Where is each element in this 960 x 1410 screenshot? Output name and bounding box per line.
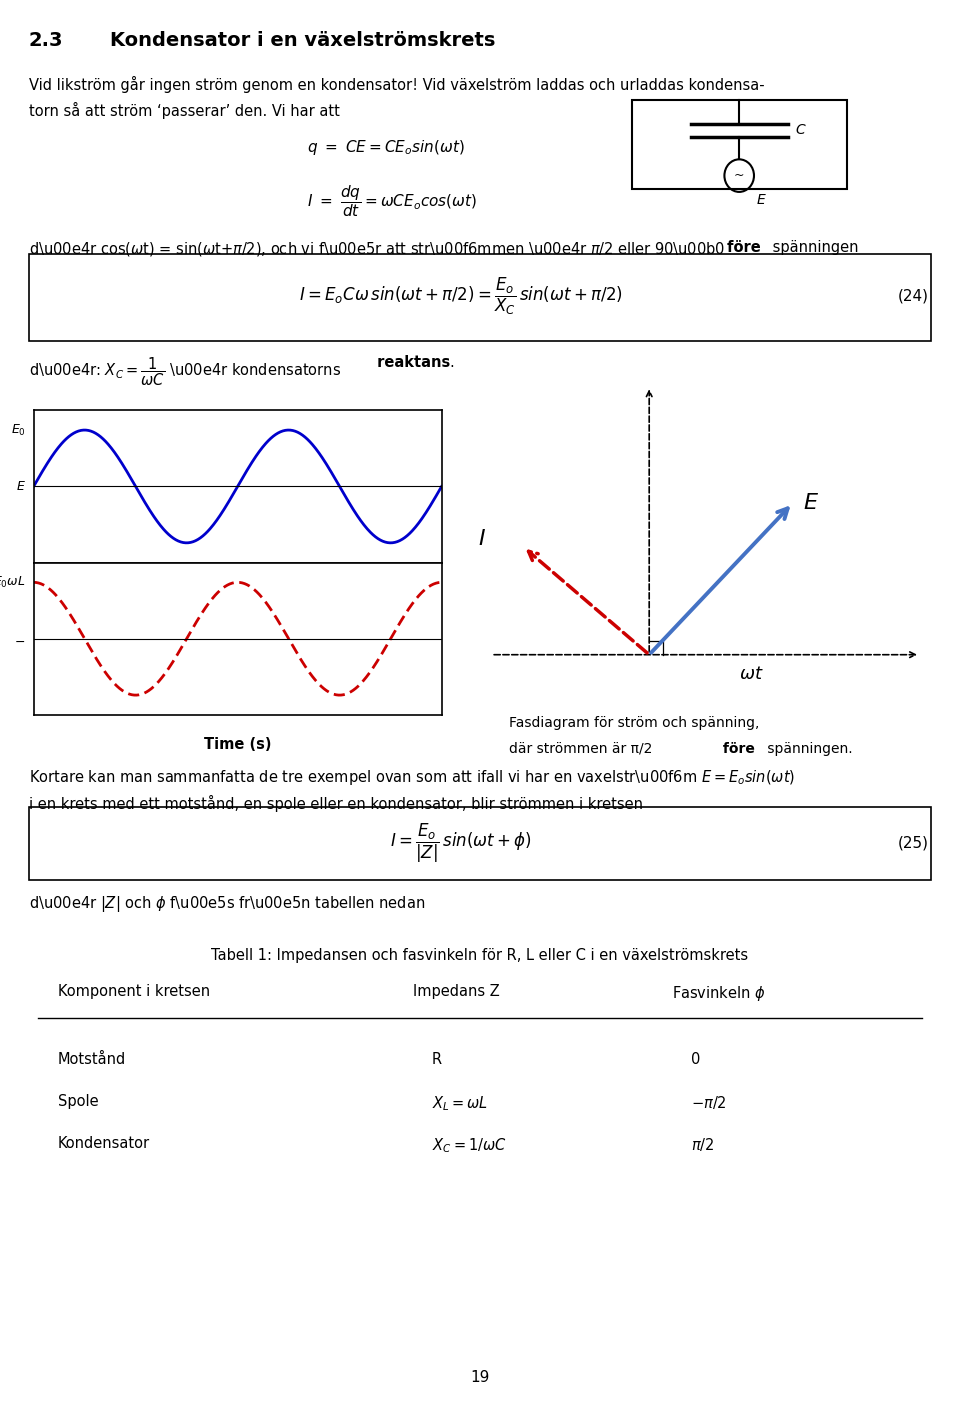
- Text: $q \ = \ CE = CE_o sin(\omega t)$: $q \ = \ CE = CE_o sin(\omega t)$: [307, 138, 465, 157]
- Text: före: före: [718, 742, 755, 756]
- Text: $X_C = 1/\omega C$: $X_C = 1/\omega C$: [432, 1136, 507, 1155]
- Text: $X_L = \omega L$: $X_L = \omega L$: [432, 1094, 489, 1112]
- Text: Kortare kan man sammanfatta de tre exempel ovan som att ifall vi har en vaxelstr: Kortare kan man sammanfatta de tre exemp…: [29, 768, 795, 787]
- Text: R: R: [432, 1052, 443, 1067]
- Text: d\u00e4r: $X_C = \dfrac{1}{\omega C}$ \u00e4r kondensatorns: d\u00e4r: $X_C = \dfrac{1}{\omega C}$ \u…: [29, 355, 341, 388]
- Text: Kondensator i en växelströmskrets: Kondensator i en växelströmskrets: [110, 31, 495, 49]
- Text: (24): (24): [898, 289, 928, 303]
- Text: .: .: [449, 355, 454, 371]
- Text: Komponent i kretsen: Komponent i kretsen: [58, 984, 209, 1000]
- Text: Fasdiagram för ström och spänning,: Fasdiagram för ström och spänning,: [509, 716, 759, 730]
- Bar: [29, 254, 931, 341]
- Text: Spole: Spole: [58, 1094, 98, 1110]
- Text: $\pi/2$: $\pi/2$: [691, 1136, 714, 1153]
- Text: Vid likström går ingen ström genom en kondensator! Vid växelström laddas och url: Vid likström går ingen ström genom en ko…: [29, 76, 764, 93]
- Text: torn så att ström ‘passerar’ den. Vi har att: torn så att ström ‘passerar’ den. Vi har…: [29, 102, 340, 118]
- Text: Time (s): Time (s): [204, 737, 272, 753]
- Text: före: före: [722, 240, 760, 255]
- Text: $I = \dfrac{E_o}{|Z|}\, sin(\omega t + \phi)$: $I = \dfrac{E_o}{|Z|}\, sin(\omega t + \…: [390, 822, 532, 864]
- Text: $\omega t$: $\omega t$: [739, 666, 764, 682]
- Text: Impedans Z: Impedans Z: [413, 984, 499, 1000]
- Text: E: E: [804, 493, 818, 513]
- Text: 2.3: 2.3: [29, 31, 63, 49]
- Text: $E_0\omega L$: $E_0\omega L$: [0, 575, 26, 589]
- Text: ~: ~: [734, 169, 744, 182]
- Text: $I = E_o C\omega\, sin(\omega t + \pi/2) = \dfrac{E_o}{X_C}\, sin(\omega t + \pi: $I = E_o C\omega\, sin(\omega t + \pi/2)…: [299, 275, 623, 317]
- Text: $-\pi/2$: $-\pi/2$: [691, 1094, 727, 1111]
- Text: där strömmen är π/2: där strömmen är π/2: [509, 742, 652, 756]
- Text: $E_0$: $E_0$: [11, 423, 26, 437]
- Text: E: E: [756, 193, 765, 207]
- Text: I: I: [478, 529, 485, 548]
- Text: C: C: [796, 123, 805, 137]
- Text: d\u00e4r $|Z|$ och $\phi$ f\u00e5s fr\u00e5n tabellen nedan: d\u00e4r $|Z|$ och $\phi$ f\u00e5s fr\u0…: [29, 894, 425, 914]
- Text: spänningen: spänningen: [768, 240, 858, 255]
- Text: $E$: $E$: [15, 479, 26, 493]
- Bar: [29, 807, 931, 880]
- Text: Motstånd: Motstånd: [58, 1052, 126, 1067]
- Text: i en krets med ett motstånd, en spole eller en kondensator, blir strömmen i kret: i en krets med ett motstånd, en spole el…: [29, 795, 643, 812]
- Text: $-$: $-$: [14, 634, 26, 649]
- Text: (25): (25): [898, 836, 928, 850]
- Text: Fasvinkeln $\phi$: Fasvinkeln $\phi$: [672, 984, 766, 1003]
- Text: reaktans: reaktans: [372, 355, 451, 371]
- Text: $I \ = \ \dfrac{dq}{dt} = \omega CE_o cos(\omega t)$: $I \ = \ \dfrac{dq}{dt} = \omega CE_o co…: [307, 183, 477, 219]
- Text: spänningen.: spänningen.: [763, 742, 852, 756]
- Text: Kondensator: Kondensator: [58, 1136, 150, 1152]
- Text: Tabell 1: Impedansen och fasvinkeln för R, L eller C i en växelströmskrets: Tabell 1: Impedansen och fasvinkeln för …: [211, 948, 749, 963]
- Text: 0: 0: [691, 1052, 701, 1067]
- Text: d\u00e4r cos($\omega$t) = sin($\omega$t+$\pi$/2), och vi f\u00e5r att str\u00f6m: d\u00e4r cos($\omega$t) = sin($\omega$t+…: [29, 240, 725, 258]
- Text: 19: 19: [470, 1369, 490, 1385]
